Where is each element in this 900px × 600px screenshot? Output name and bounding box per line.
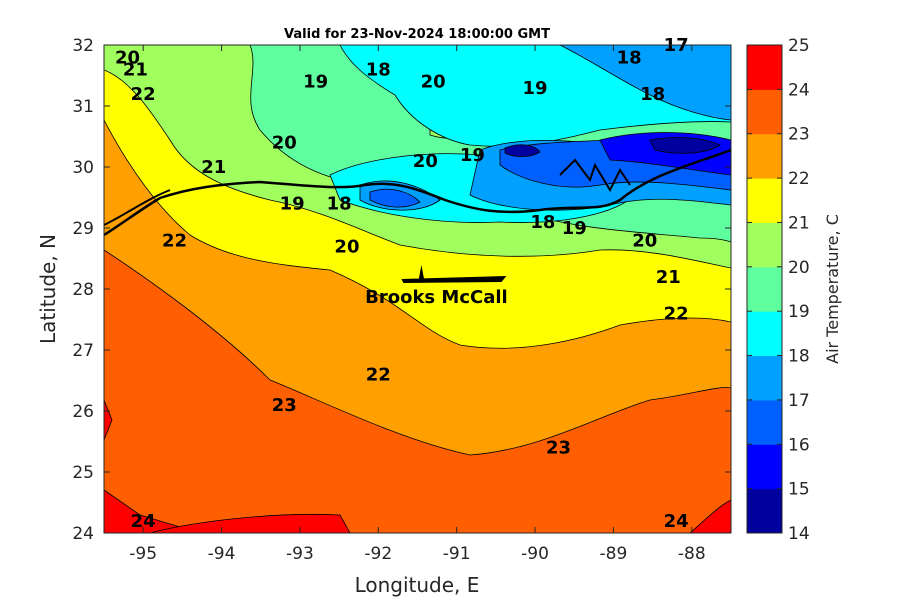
contour-label: 22 — [162, 230, 187, 251]
colorbar-band — [747, 444, 782, 490]
y-tick-label: 30 — [72, 158, 94, 178]
colorbar-band — [747, 178, 782, 223]
contour-label: 20 — [632, 230, 657, 251]
band-14 — [649, 137, 721, 154]
band-24-west — [104, 489, 201, 533]
contour-label: 23 — [272, 395, 297, 416]
contour-label: 20 — [413, 151, 438, 172]
colorbar-band — [747, 399, 782, 445]
colorbar-tick-label: 15 — [788, 480, 810, 500]
contour-label: 19 — [562, 218, 587, 239]
contour-label: 19 — [303, 72, 328, 93]
colorbar-tick-label: 19 — [788, 302, 810, 322]
contour-label: 18 — [617, 47, 642, 68]
band-24-east — [689, 499, 731, 533]
colorbar-tick-label: 17 — [788, 391, 810, 411]
colorbar-tick-label: 16 — [788, 435, 810, 455]
contour-label: 23 — [546, 438, 571, 459]
vessel-icon — [401, 265, 507, 283]
contour-label: 18 — [640, 84, 665, 105]
y-tick-label: 24 — [72, 524, 94, 544]
contour-label: 20 — [272, 133, 297, 154]
contour-label: 21 — [201, 157, 226, 178]
contour-label: 24 — [131, 511, 156, 532]
x-tick-label: -91 — [443, 544, 471, 564]
band-16-west — [369, 188, 421, 208]
colorbar-tick-label: 14 — [788, 524, 810, 544]
y-axis-label: Latitude, N — [36, 234, 60, 344]
colorbar-band — [747, 222, 782, 268]
colorbar-tick-label: 25 — [788, 36, 810, 56]
x-tick-label: -92 — [364, 544, 392, 564]
colorbar-band — [747, 89, 782, 135]
y-tick-label: 25 — [72, 463, 94, 483]
contour-label: 22 — [366, 365, 391, 386]
band-24-edge — [104, 399, 113, 441]
x-tick-label: -90 — [521, 544, 549, 564]
y-ticks: 24 25 26 27 28 29 30 31 32 — [72, 36, 731, 544]
vessel-label: Brooks McCall — [365, 287, 508, 308]
colorbar-band — [747, 133, 782, 179]
contour-label: 21 — [123, 60, 148, 81]
contour-label: 18 — [366, 60, 391, 81]
contour-label: 24 — [664, 511, 689, 532]
contour-label: 22 — [664, 304, 689, 325]
colorbar-tick-label: 20 — [788, 258, 810, 278]
contour-label: 17 — [664, 35, 689, 56]
x-tick-label: -94 — [208, 544, 236, 564]
contour-label: 19 — [280, 194, 305, 215]
x-ticks: -95 -94 -93 -92 -91 -90 -89 -88 — [129, 45, 706, 564]
vessel-marker: Brooks McCall — [365, 265, 508, 308]
y-tick-label: 26 — [72, 402, 94, 422]
contour-label: 19 — [460, 145, 485, 166]
y-tick-label: 27 — [72, 341, 94, 361]
y-tick-label: 32 — [72, 36, 94, 56]
contour-label: 18 — [530, 212, 555, 233]
coastline — [104, 148, 731, 237]
delta-coast — [559, 158, 631, 193]
colorbar — [747, 45, 782, 534]
colorbar-ticks: 14 15 16 17 18 19 20 21 22 23 24 25 — [747, 36, 810, 544]
colorbar-tick-label: 21 — [788, 213, 810, 233]
colorbar-tick-label: 18 — [788, 347, 810, 367]
x-tick-label: -88 — [678, 544, 706, 564]
y-tick-label: 28 — [72, 280, 94, 300]
contour-label: 19 — [523, 78, 548, 99]
coastline-inner — [104, 189, 171, 226]
contour-label: 22 — [131, 84, 156, 105]
y-tick-label: 31 — [72, 97, 94, 117]
colorbar-band — [747, 311, 782, 357]
x-tick-label: -89 — [600, 544, 628, 564]
colorbar-band — [747, 355, 782, 401]
colorbar-tick-label: 24 — [788, 80, 810, 100]
colorbar-label: Air Temperature, C — [823, 214, 842, 364]
contour-label: 20 — [334, 236, 359, 257]
colorbar-band — [747, 266, 782, 312]
colorbar-band — [747, 488, 782, 534]
colorbar-tick-label: 23 — [788, 125, 810, 145]
contour-label: 18 — [327, 194, 352, 215]
contour-label: 20 — [115, 47, 140, 68]
band-17-ne — [559, 45, 731, 121]
colorbar-band — [747, 45, 782, 90]
contour-label: 20 — [421, 72, 446, 93]
x-tick-label: -95 — [129, 544, 157, 564]
colorbar-tick-label: 22 — [788, 169, 810, 189]
map-title: Valid for 23-Nov-2024 18:00:00 GMT — [284, 27, 550, 42]
contour-label: 21 — [656, 267, 681, 288]
x-tick-label: -93 — [286, 544, 314, 564]
band-14-west — [504, 144, 541, 158]
contour-field — [104, 45, 731, 533]
x-axis-label: Longitude, E — [355, 573, 480, 597]
y-tick-label: 29 — [72, 219, 94, 239]
colorbar-frame — [746, 44, 783, 534]
